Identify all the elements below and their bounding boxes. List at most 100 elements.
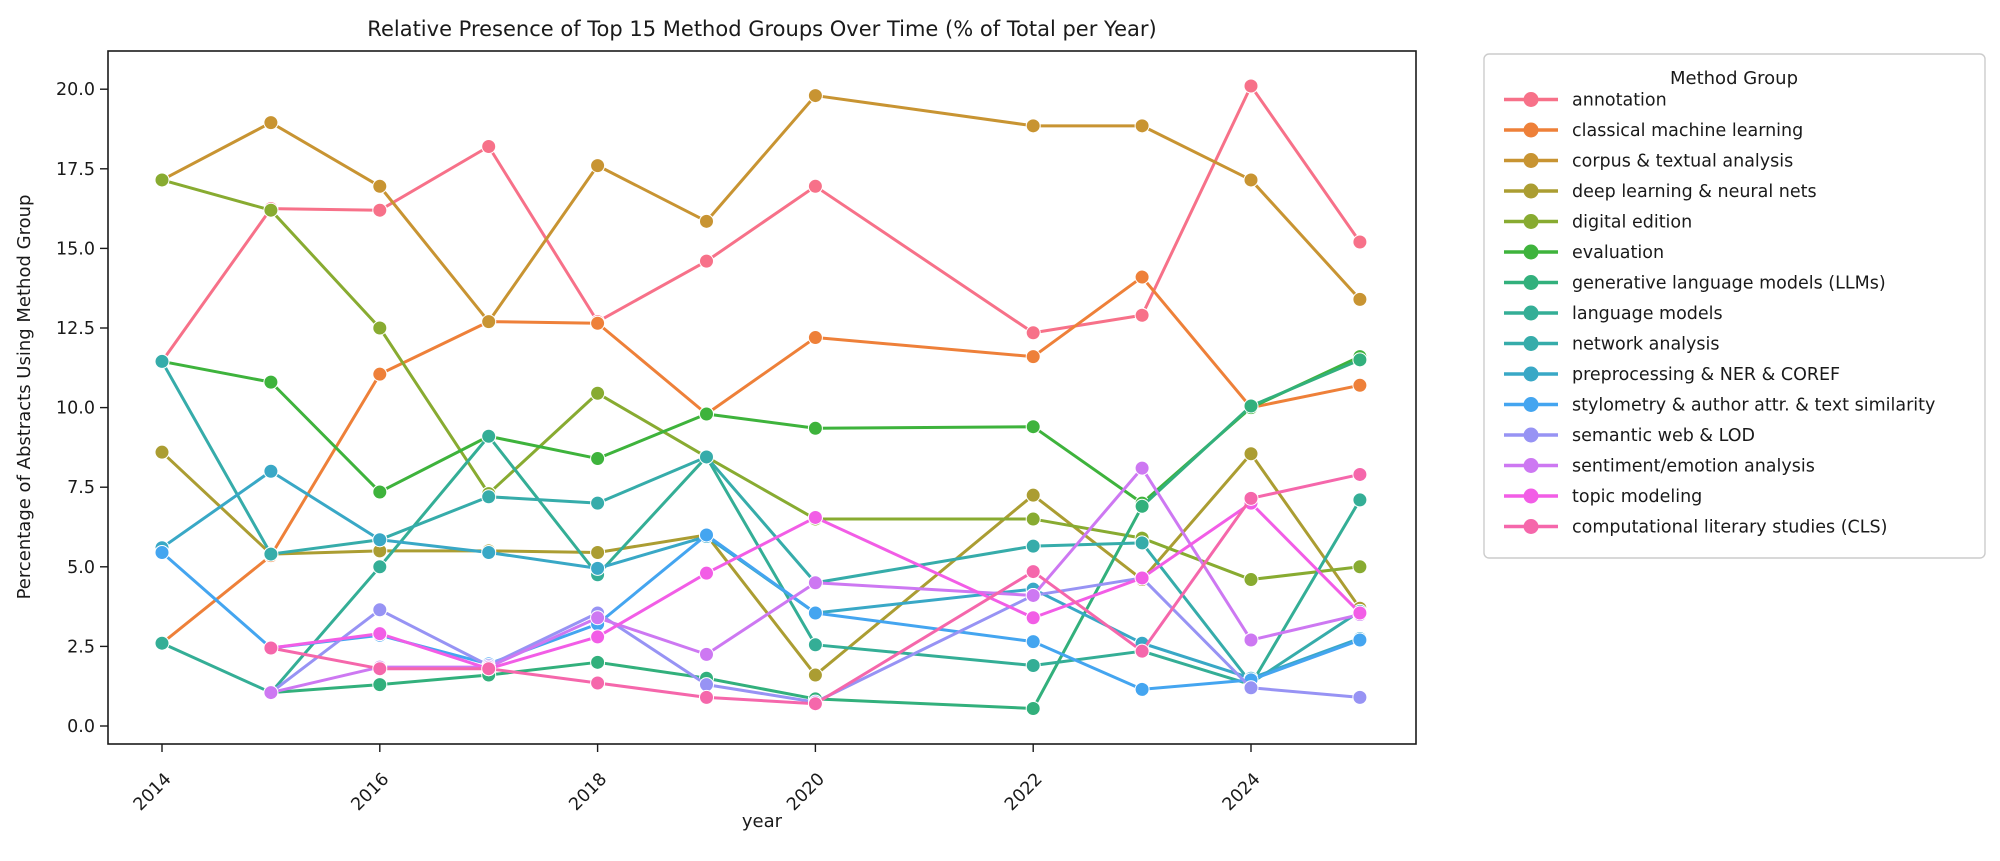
y-axis-label: Percentage of Abstracts Using Method Gro… [14,195,35,600]
data-point-preprocessing-ner-coref-2017 [481,544,497,560]
series-line-topic-modeling [269,501,1362,671]
data-point-semantic-web-lod-2019 [699,677,714,693]
y-tick-label: 15.0 [56,239,95,259]
data-point-stylometry-author-attr-text-similarity-2023 [1134,681,1150,697]
data-point-evaluation-2016 [372,484,388,500]
data-point-corpus-textual-analysis-2015 [263,115,279,131]
legend-label-semantic-web-lod: semantic web & LOD [1572,426,1755,446]
legend-item-classical-machine-learning: classical machine learning [1504,121,1803,141]
data-point-computational-literary-studies-cls-2015 [263,640,279,656]
data-point-evaluation-2020 [807,420,823,436]
data-point-topic-modeling-2019 [699,565,714,581]
legend-marker-digital-edition [1523,214,1539,229]
data-point-corpus-textual-analysis-2024 [1243,172,1259,188]
data-point-corpus-textual-analysis-2016 [372,178,388,194]
y-tick-label: 7.5 [67,478,95,498]
data-point-annotation-2025 [1352,234,1368,250]
legend-marker-semantic-web-lod [1523,427,1539,443]
y-tick-label: 17.5 [56,160,95,180]
legend-item-stylometry-author-attr-text-similarity: stylometry & author attr. & text similar… [1504,396,1935,416]
data-point-evaluation-2019 [699,406,714,422]
data-point-preprocessing-ner-coref-2018 [590,560,606,576]
legend-label-language-models: language models [1572,304,1723,324]
legend-marker-stylometry-author-attr-text-similarity [1523,397,1539,412]
data-point-corpus-textual-analysis-2025 [1352,291,1368,307]
legend-item-computational-literary-studies-cls: computational literary studies (CLS) [1504,518,1887,538]
legend-item-annotation: annotation [1504,91,1667,111]
legend-title: Method Group [1670,68,1798,89]
data-point-annotation-2023 [1134,307,1150,323]
data-point-generative-language-models-llms-2022 [1025,700,1041,716]
legend-marker-classical-machine-learning [1523,122,1539,138]
data-point-computational-literary-studies-cls-2025 [1352,466,1368,482]
data-point-semantic-web-lod-2016 [372,602,388,618]
data-point-deep-learning-neural-nets-2014 [154,444,170,460]
data-point-preprocessing-ner-coref-2016 [372,532,388,548]
data-point-language-models-2022 [1025,658,1041,674]
legend-label-corpus-textual-analysis: corpus & textual analysis [1572,152,1793,172]
series-line-semantic-web-lod [269,576,1362,704]
legend-marker-evaluation [1523,244,1539,260]
data-point-evaluation-2022 [1025,419,1041,435]
data-point-deep-learning-neural-nets-2020 [807,667,823,683]
data-point-annotation-2019 [699,253,714,269]
series-line-computational-literary-studies-cls [269,472,1362,706]
data-point-classical-machine-learning-2016 [372,366,388,382]
data-point-topic-modeling-2023 [1134,570,1150,586]
data-point-stylometry-author-attr-text-similarity-2022 [1025,634,1041,650]
data-point-computational-literary-studies-cls-2017 [481,661,497,677]
legend-item-deep-learning-neural-nets: deep learning & neural nets [1504,182,1817,202]
data-point-language-models-2014 [154,635,170,651]
legend-label-network-analysis: network analysis [1572,335,1720,355]
data-point-topic-modeling-2016 [372,626,388,642]
data-point-computational-literary-studies-cls-2022 [1025,564,1041,580]
legend-marker-generative-language-models-llms [1523,275,1539,290]
data-point-classical-machine-learning-2023 [1134,269,1150,285]
data-point-topic-modeling-2020 [807,509,823,525]
data-point-digital-edition-2015 [263,202,279,218]
data-point-deep-learning-neural-nets-2022 [1025,487,1041,503]
data-point-language-models-2025 [1352,492,1368,508]
data-point-computational-literary-studies-cls-2023 [1134,643,1150,659]
legend-label-generative-language-models-llms: generative language models (LLMs) [1572,274,1886,294]
y-tick-label: 0.0 [67,717,95,737]
data-point-corpus-textual-analysis-2018 [590,158,606,174]
data-point-generative-language-models-llms-2018 [590,654,606,670]
data-point-language-models-2020 [807,637,823,653]
data-point-sentiment-emotion-analysis-2020 [807,575,823,591]
legend-items: annotation classical machine learning corp… [1504,91,1935,538]
data-point-deep-learning-neural-nets-2024 [1243,446,1259,462]
data-point-classical-machine-learning-2020 [807,330,823,346]
plot-frame [107,50,1417,745]
data-point-stylometry-author-attr-text-similarity-2020 [807,605,823,621]
legend-label-computational-literary-studies-cls: computational literary studies (CLS) [1572,518,1887,538]
legend-item-topic-modeling: topic modeling [1504,487,1702,507]
data-point-sentiment-emotion-analysis-2019 [699,646,714,662]
legend-label-sentiment-emotion-analysis: sentiment/emotion analysis [1572,457,1815,477]
data-point-network-analysis-2023 [1134,535,1150,551]
legend-label-evaluation: evaluation [1572,243,1664,263]
data-point-semantic-web-lod-2024 [1243,680,1259,696]
data-point-language-models-2016 [372,559,388,575]
legend-label-annotation: annotation [1572,91,1667,111]
data-point-annotation-2016 [372,202,388,218]
legend-item-generative-language-models-llms: generative language models (LLMs) [1504,274,1886,294]
data-point-computational-literary-studies-cls-2019 [699,689,714,705]
data-point-classical-machine-learning-2022 [1025,349,1041,365]
chart-title: Relative Presence of Top 15 Method Group… [367,17,1156,41]
data-point-sentiment-emotion-analysis-2023 [1134,460,1150,476]
legend-label-topic-modeling: topic modeling [1572,487,1702,507]
legend-box [1483,53,1986,559]
data-point-stylometry-author-attr-text-similarity-2014 [154,544,170,560]
legend-item-network-analysis: network analysis [1504,335,1720,355]
data-point-sentiment-emotion-analysis-2018 [590,610,606,626]
y-tick-label: 12.5 [56,319,95,339]
x-axis-label: year [742,811,783,832]
data-point-network-analysis-2019 [699,449,714,465]
data-point-generative-language-models-llms-2025 [1352,352,1368,368]
data-point-stylometry-author-attr-text-similarity-2019 [699,527,714,543]
data-point-computational-literary-studies-cls-2020 [807,696,823,712]
data-point-evaluation-2018 [590,451,606,467]
data-point-computational-literary-studies-cls-2016 [372,661,388,677]
